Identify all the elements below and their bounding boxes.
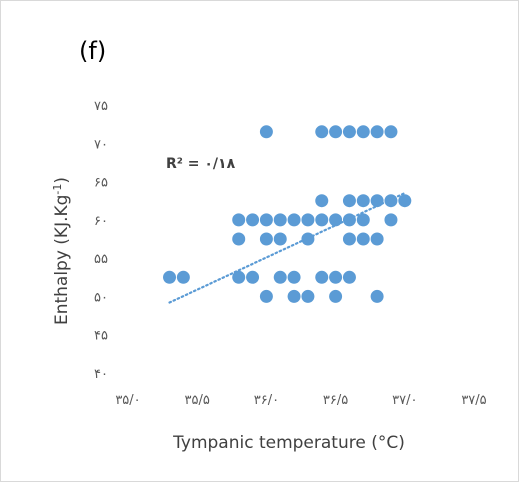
data-point: [259, 289, 273, 303]
y-axis-title: Enthalpy (KJ.Kg-1): [51, 177, 73, 325]
data-point: [273, 232, 287, 246]
data-point: [273, 270, 287, 284]
data-point: [329, 213, 343, 227]
data-point: [329, 125, 343, 139]
data-point: [342, 213, 356, 227]
data-point: [370, 194, 384, 208]
data-point: [370, 289, 384, 303]
data-point: [342, 125, 356, 139]
data-point: [287, 213, 301, 227]
x-axis-title: Tympanic temperature (°C): [172, 433, 405, 453]
y-tick-label: ۶۰: [94, 214, 108, 229]
data-point: [287, 270, 301, 284]
r-squared-annotation: R² = ۰/۱۸: [166, 156, 236, 172]
data-point: [315, 125, 329, 139]
y-tick-label: ۵۰: [94, 290, 108, 305]
data-point: [246, 270, 260, 284]
x-tick-label: ۳۵/۰: [115, 393, 140, 408]
data-point: [398, 194, 412, 208]
y-tick-label: ۷۵: [94, 99, 108, 114]
y-axis-title-superscript: -1: [51, 184, 64, 195]
x-tick-label: ۳۵/۵: [185, 393, 210, 408]
data-point: [342, 270, 356, 284]
data-point: [315, 213, 329, 227]
data-point: [232, 213, 246, 227]
data-point: [342, 194, 356, 208]
y-tick-label: ۷۰: [94, 137, 108, 152]
x-tick-label: ۳۶/۵: [323, 393, 348, 408]
data-point: [356, 232, 370, 246]
data-point: [232, 270, 246, 284]
data-point: [246, 213, 260, 227]
data-point: [301, 232, 315, 246]
data-point: [287, 289, 301, 303]
data-point: [370, 125, 384, 139]
x-tick-label: ۳۷/۵: [461, 393, 486, 408]
data-point: [176, 270, 190, 284]
y-tick-label: ۴۵: [94, 329, 108, 344]
x-tick-label: ۳۷/۰: [392, 393, 417, 408]
data-point: [329, 270, 343, 284]
data-point: [273, 213, 287, 227]
data-point: [232, 232, 246, 246]
data-point: [315, 194, 329, 208]
data-point: [384, 125, 398, 139]
data-point: [163, 270, 177, 284]
data-point: [356, 194, 370, 208]
x-tick-label: ۳۶/۰: [254, 393, 279, 408]
data-point: [259, 213, 273, 227]
y-tick-label: ۴۰: [94, 367, 108, 382]
data-point: [356, 213, 370, 227]
data-point: [370, 232, 384, 246]
data-point: [342, 232, 356, 246]
data-point: [259, 125, 273, 139]
data-point: [384, 213, 398, 227]
data-point: [301, 289, 315, 303]
data-point: [384, 194, 398, 208]
data-point: [259, 232, 273, 246]
y-tick-label: ۵۵: [94, 252, 108, 267]
y-axis-title-main: Enthalpy (KJ.Kg: [52, 195, 72, 326]
y-axis-ticks: ۴۰ ۴۵ ۵۰ ۵۵ ۶۰ ۶۵ ۷۰ ۷۵: [94, 99, 108, 382]
x-axis-ticks: ۳۵/۰ ۳۵/۵ ۳۶/۰ ۳۶/۵ ۳۷/۰ ۳۷/۵: [115, 393, 486, 408]
panel-label: (f): [79, 37, 106, 65]
trendline-layer: [168, 191, 406, 304]
data-point: [356, 125, 370, 139]
trendline: [168, 191, 406, 304]
data-points: [163, 125, 412, 303]
data-point: [329, 289, 343, 303]
y-tick-label: ۶۵: [94, 176, 108, 191]
data-point: [315, 270, 329, 284]
y-axis-title-tail: ): [52, 177, 72, 184]
data-point: [301, 213, 315, 227]
